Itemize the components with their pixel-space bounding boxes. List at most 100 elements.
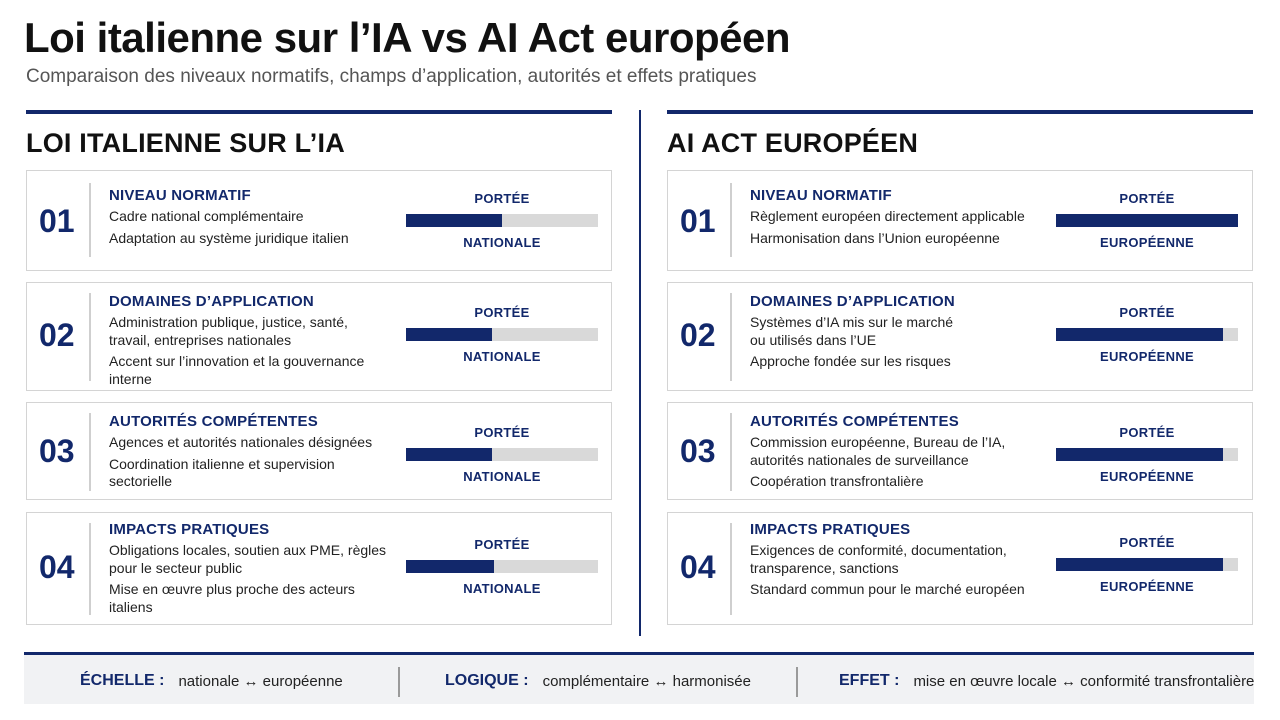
card-line: Accent sur l’innovation et la gouvernanc… xyxy=(109,353,365,387)
card-line: Adaptation au système juridique italien xyxy=(109,229,349,246)
card-heading: AUTORITÉS COMPÉTENTES xyxy=(750,413,959,430)
card-separator xyxy=(730,523,732,615)
card-separator xyxy=(730,183,732,257)
gauge-track xyxy=(406,560,598,573)
gauge-fill xyxy=(1056,328,1224,341)
card-separator xyxy=(89,183,91,257)
card-number: 03 xyxy=(680,433,716,469)
footer-item-logic: LOGIQUE : complémentaire ↔ harmonisée xyxy=(445,655,751,707)
scope-gauge: PORTÉE EUROPÉENNE xyxy=(1056,305,1238,364)
gauge-label: PORTÉE xyxy=(474,305,530,320)
card-number: 03 xyxy=(39,433,75,469)
card-line: Cadre national complémentaire xyxy=(109,208,304,224)
card-practical-impacts: 04 IMPACTS PRATIQUES Obligations locales… xyxy=(26,512,612,625)
scope-gauge: PORTÉE EUROPÉENNE xyxy=(1056,191,1238,250)
card-line: Harmonisation dans l’Union européenne xyxy=(750,229,1000,246)
gauge-track xyxy=(1056,328,1238,341)
gauge-track xyxy=(1056,558,1238,571)
gauge-value: EUROPÉENNE xyxy=(1099,579,1195,594)
column-title: AI ACT EUROPÉEN xyxy=(667,128,919,158)
card-application-domains: 02 DOMAINES D’APPLICATION Systèmes d’IA … xyxy=(667,282,1253,391)
summary-footer: ÉCHELLE : nationale ↔ européenne LOGIQUE… xyxy=(24,652,1254,704)
card-application-domains: 02 DOMAINES D’APPLICATION Administration… xyxy=(26,282,612,391)
gauge-label: PORTÉE xyxy=(1119,535,1175,550)
card-heading: DOMAINES D’APPLICATION xyxy=(750,293,955,310)
gauge-label: PORTÉE xyxy=(1119,305,1175,320)
card-number: 01 xyxy=(39,203,75,239)
card-normative-level: 01 NIVEAU NORMATIF Cadre national complé… xyxy=(26,170,612,271)
card-line: Exigences de conformité, documentation, … xyxy=(750,542,1007,576)
footer-key: ÉCHELLE : xyxy=(80,672,165,689)
card-line: Standard commun pour le marché européen xyxy=(750,581,1025,597)
scope-gauge: PORTÉE NATIONALE xyxy=(406,191,598,250)
card-line: Coordination italienne et supervision se… xyxy=(109,455,335,490)
gauge-label: PORTÉE xyxy=(474,537,530,552)
card-separator xyxy=(730,293,732,381)
gauge-track xyxy=(406,214,598,227)
scope-gauge: PORTÉE EUROPÉENNE xyxy=(1056,535,1238,594)
footer-value: complémentaire ↔ harmonisée xyxy=(542,672,751,690)
gauge-fill xyxy=(1056,214,1238,227)
card-practical-impacts: 04 IMPACTS PRATIQUES Exigences de confor… xyxy=(667,512,1253,625)
card-line: Administration publique, justice, santé,… xyxy=(109,314,348,348)
gauge-value: EUROPÉENNE xyxy=(1099,469,1195,484)
card-number: 02 xyxy=(680,317,716,353)
gauge-value: NATIONALE xyxy=(463,469,541,484)
footer-key: LOGIQUE : xyxy=(445,672,529,689)
card-normative-level: 01 NIVEAU NORMATIF Règlement européen di… xyxy=(667,170,1253,271)
card-line: Coopération transfrontalière xyxy=(750,473,924,489)
scope-gauge: PORTÉE EUROPÉENNE xyxy=(1056,425,1238,484)
gauge-value: NATIONALE xyxy=(463,349,541,364)
gauge-track xyxy=(406,448,598,461)
gauge-value: NATIONALE xyxy=(463,581,541,596)
footer-separator xyxy=(796,667,798,697)
scope-gauge: PORTÉE NATIONALE xyxy=(406,537,598,596)
footer-item-effect: EFFET : mise en œuvre locale ↔ conformit… xyxy=(839,655,1254,707)
card-number: 04 xyxy=(680,549,716,585)
gauge-value: EUROPÉENNE xyxy=(1099,349,1195,364)
card-heading: NIVEAU NORMATIF xyxy=(109,187,251,204)
column-top-rule xyxy=(667,110,1253,114)
footer-value: mise en œuvre locale ↔ conformité transf… xyxy=(913,672,1255,690)
card-heading: DOMAINES D’APPLICATION xyxy=(109,293,314,310)
gauge-value: NATIONALE xyxy=(463,235,541,250)
italian-law-column: LOI ITALIENNE SUR L’IA 01 NIVEAU NORMATI… xyxy=(26,110,612,625)
card-separator xyxy=(89,413,91,491)
gauge-value: EUROPÉENNE xyxy=(1099,235,1195,250)
page-title: Loi italienne sur l’IA vs AI Act europée… xyxy=(24,14,791,61)
footer-key: EFFET : xyxy=(839,672,900,689)
card-line: Agences et autorités nationales désignée… xyxy=(109,434,373,450)
card-heading: IMPACTS PRATIQUES xyxy=(109,521,270,538)
gauge-fill xyxy=(406,214,502,227)
gauge-track xyxy=(1056,448,1238,461)
gauge-label: PORTÉE xyxy=(474,425,530,440)
card-separator xyxy=(730,413,732,491)
card-separator xyxy=(89,293,91,381)
card-line: Approche fondée sur les risques xyxy=(750,353,951,369)
gauge-label: PORTÉE xyxy=(1119,425,1175,440)
card-separator xyxy=(89,523,91,615)
eu-ai-act-column: AI ACT EUROPÉEN 01 NIVEAU NORMATIF Règle… xyxy=(667,110,1253,625)
gauge-fill xyxy=(1056,448,1224,461)
card-heading: IMPACTS PRATIQUES xyxy=(750,521,911,538)
page-subtitle: Comparaison des niveaux normatifs, champ… xyxy=(26,66,757,87)
column-title: LOI ITALIENNE SUR L’IA xyxy=(26,128,345,158)
card-heading: NIVEAU NORMATIF xyxy=(750,187,892,204)
gauge-track xyxy=(406,328,598,341)
gauge-label: PORTÉE xyxy=(474,191,530,206)
card-line: Obligations locales, soutien aux PME, rè… xyxy=(109,542,387,576)
scope-gauge: PORTÉE NATIONALE xyxy=(406,425,598,484)
card-competent-authorities: 03 AUTORITÉS COMPÉTENTES Commission euro… xyxy=(667,402,1253,500)
gauge-fill xyxy=(406,328,493,341)
card-number: 04 xyxy=(39,549,75,585)
footer-separator xyxy=(398,667,400,697)
card-number: 02 xyxy=(39,317,75,353)
card-line: Systèmes d’IA mis sur le marché ou utili… xyxy=(750,314,954,348)
card-line: Mise en œuvre plus proche des acteurs it… xyxy=(109,581,355,615)
gauge-track xyxy=(1056,214,1238,227)
card-line: Commission européenne, Bureau de l’IA, a… xyxy=(750,434,1006,468)
column-divider xyxy=(639,110,641,636)
scope-gauge: PORTÉE NATIONALE xyxy=(406,305,598,364)
gauge-label: PORTÉE xyxy=(1119,191,1175,206)
card-competent-authorities: 03 AUTORITÉS COMPÉTENTES Agences et auto… xyxy=(26,402,612,500)
